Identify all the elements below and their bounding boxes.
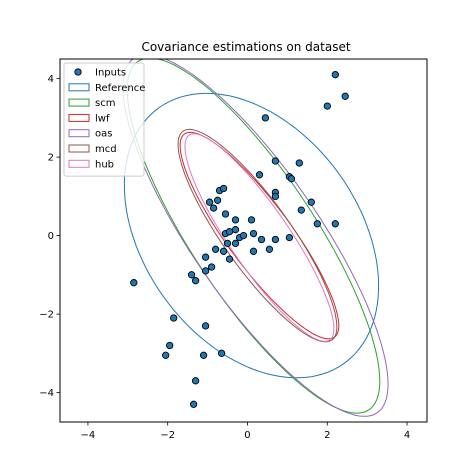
data-point [201, 322, 210, 330]
legend-label: Reference [95, 83, 145, 94]
data-point [187, 271, 196, 279]
data-point [191, 277, 200, 285]
data-point [341, 92, 349, 100]
data-point [313, 220, 321, 228]
data-point [255, 171, 264, 179]
data-point [249, 247, 258, 255]
x-axis: −4 −2 0 2 4 [81, 422, 410, 441]
legend-label: scm [95, 98, 115, 109]
legend-label: hub [95, 159, 114, 170]
legend-marker [74, 68, 82, 76]
data-point [191, 377, 200, 385]
plot-frame [59, 58, 428, 423]
ellipse-hub [184, 133, 335, 342]
data-point [239, 231, 248, 240]
legend: Inputs Reference scm lwf oas mcd hub [63, 62, 145, 177]
data-point [166, 341, 174, 350]
data-point [201, 267, 210, 275]
data-point [265, 245, 274, 253]
ellipses-layer [122, 59, 389, 417]
data-point [231, 239, 240, 248]
legend-label: lwf [95, 113, 110, 124]
legend-swatch [68, 113, 90, 122]
data-point [331, 71, 339, 79]
data-point [297, 206, 305, 214]
data-point [231, 216, 240, 224]
data-point [249, 229, 258, 238]
legend-label: Inputs [95, 68, 126, 79]
x-tick-label: 4 [404, 430, 410, 441]
data-point [225, 255, 234, 263]
legend-swatch [68, 98, 90, 107]
data-point [231, 226, 240, 234]
data-point [271, 235, 280, 244]
data-point [211, 245, 220, 253]
data-point [189, 400, 198, 408]
points-layer [130, 71, 349, 408]
legend-swatch [68, 144, 90, 153]
data-point [162, 351, 170, 359]
y-tick-label: −2 [39, 310, 54, 321]
y-tick-label: 2 [48, 153, 54, 164]
data-point [170, 314, 178, 322]
data-point [207, 263, 216, 271]
data-point [287, 175, 296, 183]
chart-title: Covariance estimations on dataset [141, 40, 350, 54]
legend-swatch [68, 83, 90, 92]
ellipse-lwf [179, 131, 340, 340]
legend-label: mcd [95, 144, 117, 155]
data-point [201, 253, 210, 261]
x-tick-label: −2 [160, 430, 175, 441]
legend-swatch [68, 129, 90, 138]
legend-label: oas [95, 129, 112, 140]
data-point [217, 349, 226, 357]
data-point [221, 210, 230, 218]
ellipse-mcd [177, 128, 338, 343]
data-point [130, 279, 138, 287]
data-point [271, 192, 280, 201]
data-point [223, 239, 232, 248]
data-point [257, 235, 266, 244]
data-point [331, 220, 339, 228]
x-tick-label: 2 [324, 430, 330, 441]
y-tick-label: 4 [48, 74, 54, 85]
x-tick-label: −4 [81, 430, 96, 441]
data-point [285, 233, 294, 242]
data-point [219, 184, 228, 193]
y-axis: −4 −2 0 2 4 [39, 74, 60, 399]
data-point [205, 198, 214, 206]
data-point [209, 204, 218, 212]
data-point [323, 102, 331, 110]
y-tick-label: 0 [48, 231, 54, 242]
data-point [225, 228, 234, 236]
x-tick-label: 0 [244, 430, 250, 441]
data-point [247, 216, 256, 224]
y-tick-label: −4 [39, 388, 54, 399]
data-point [295, 159, 303, 167]
legend-swatch [68, 159, 90, 168]
data-point [219, 247, 228, 255]
data-point [213, 196, 222, 204]
data-point [271, 157, 280, 165]
data-point [307, 198, 315, 206]
data-point [199, 351, 208, 359]
data-point [261, 114, 270, 122]
